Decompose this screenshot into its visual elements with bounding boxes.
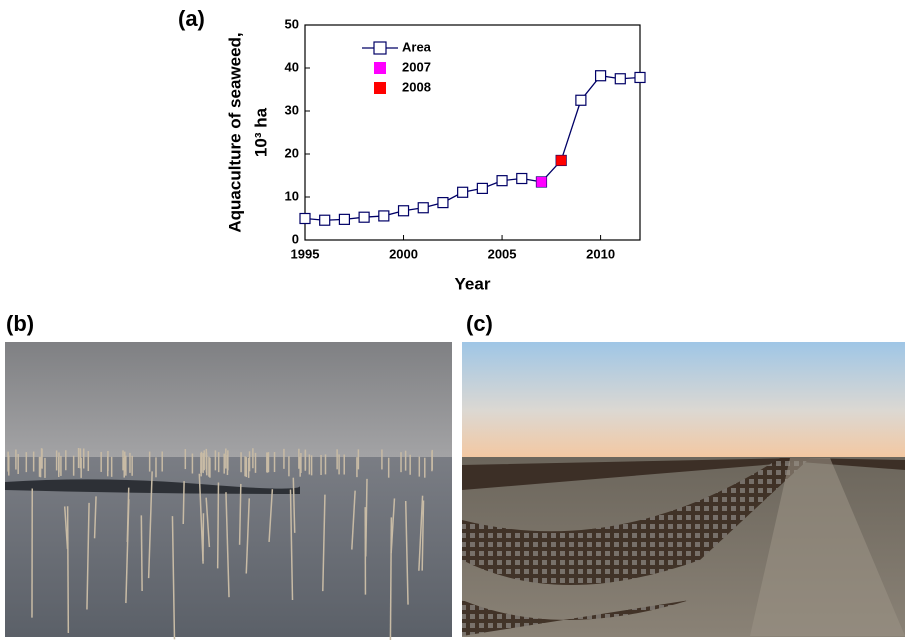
marker bbox=[299, 212, 311, 225]
panel-label: (a) bbox=[178, 6, 205, 31]
pole bbox=[404, 500, 409, 605]
legend-label: 2008 bbox=[402, 79, 431, 94]
pole bbox=[63, 506, 69, 550]
y-tick-label: 50 bbox=[285, 16, 299, 31]
y-tick-label: 40 bbox=[285, 59, 299, 74]
y-axis-label: Aquaculture of seaweed, bbox=[225, 32, 244, 232]
panel-label: (b) bbox=[6, 311, 34, 336]
pole bbox=[140, 515, 143, 591]
marker bbox=[614, 73, 626, 85]
plot-frame bbox=[304, 24, 641, 241]
pole bbox=[125, 499, 130, 604]
marker bbox=[536, 176, 547, 187]
marker bbox=[496, 175, 508, 187]
pole bbox=[421, 500, 425, 571]
pole bbox=[389, 517, 393, 640]
series-line bbox=[304, 75, 641, 221]
y-axis-label: 10³ ha bbox=[251, 107, 270, 157]
x-axis-label: Year bbox=[455, 274, 491, 293]
y-tick-label: 20 bbox=[285, 145, 299, 160]
legend-label: Area bbox=[402, 39, 432, 54]
x-tick-label: 2000 bbox=[389, 246, 418, 261]
legend-marker bbox=[374, 62, 386, 74]
pole bbox=[292, 477, 296, 533]
pole bbox=[351, 490, 356, 550]
panel-label: (c) bbox=[466, 311, 493, 336]
pole bbox=[205, 497, 211, 548]
x-tick-label: 1995 bbox=[291, 246, 320, 261]
y-tick-label: 10 bbox=[285, 188, 299, 203]
marker bbox=[634, 71, 646, 84]
pole bbox=[322, 494, 326, 592]
x-tick-label: 2010 bbox=[586, 246, 615, 261]
marker bbox=[437, 196, 449, 209]
marker bbox=[397, 205, 410, 217]
pole bbox=[86, 502, 90, 610]
photo-b bbox=[5, 342, 452, 640]
pole bbox=[225, 492, 230, 598]
pole bbox=[66, 506, 70, 634]
pole bbox=[238, 483, 242, 545]
marker bbox=[319, 214, 331, 226]
pole bbox=[171, 516, 176, 640]
pole bbox=[93, 496, 97, 539]
marker bbox=[594, 70, 607, 82]
pole bbox=[182, 481, 185, 525]
legend-marker bbox=[374, 82, 386, 94]
marker bbox=[417, 202, 429, 214]
pole bbox=[216, 482, 220, 569]
marker bbox=[378, 210, 390, 222]
marker bbox=[338, 213, 351, 225]
pole bbox=[268, 489, 274, 542]
photo-c bbox=[462, 342, 905, 637]
marker bbox=[516, 172, 528, 185]
pole bbox=[147, 471, 153, 579]
legend-label: 2007 bbox=[402, 59, 431, 74]
marker bbox=[358, 211, 370, 223]
marker bbox=[476, 182, 488, 194]
x-tick-label: 2005 bbox=[488, 246, 517, 261]
chart: 0 10 20 30 40 50 1995 2000 2005 2010 Year Aquacultu… bbox=[225, 16, 646, 293]
legend-marker bbox=[373, 41, 387, 55]
y-tick-label: 0 bbox=[292, 231, 299, 246]
marker bbox=[556, 155, 567, 166]
pole bbox=[245, 498, 251, 574]
pole bbox=[289, 489, 294, 601]
marker bbox=[575, 94, 587, 106]
y-tick-label: 30 bbox=[285, 102, 299, 117]
marker bbox=[457, 186, 469, 198]
pole bbox=[418, 495, 424, 571]
